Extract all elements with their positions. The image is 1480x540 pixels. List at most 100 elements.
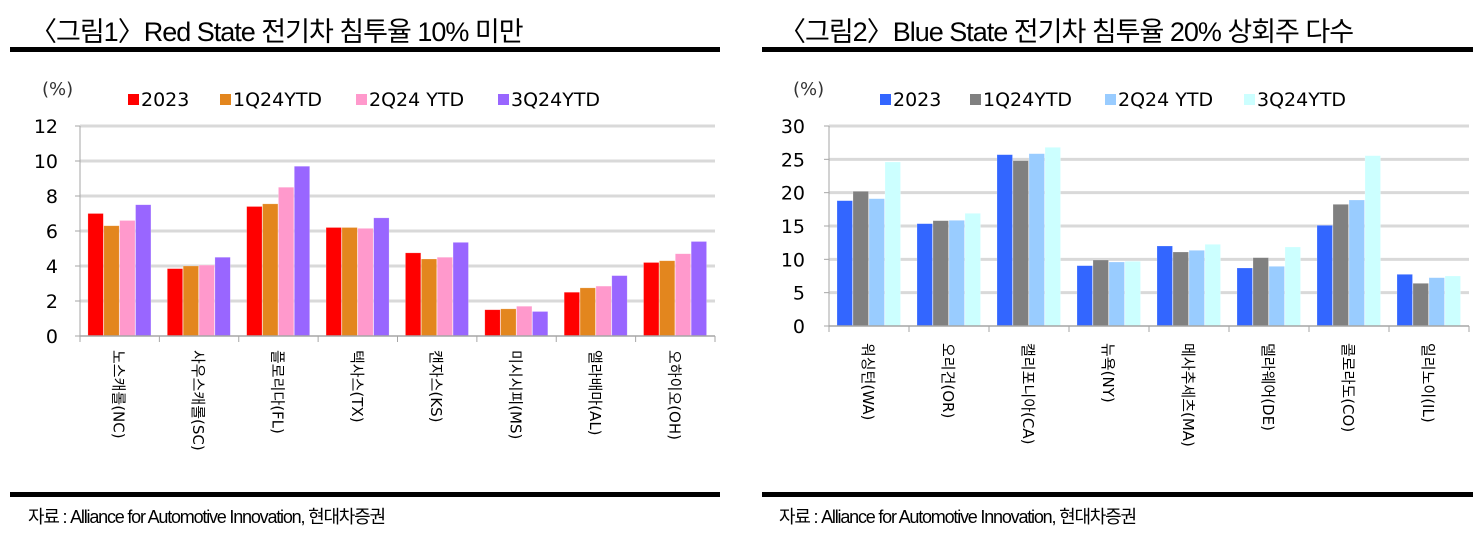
legend-item: 2Q24 YTD [1105,89,1213,111]
unit-label: (%) [793,79,824,100]
x-category-label: 텍사스(TX) [348,350,366,423]
bar [643,262,660,337]
x-category-label: 델라웨어(DE) [1259,343,1277,431]
y-tick-label: 4 [46,256,58,278]
bar [611,275,628,337]
figure-2-panel: 〈그림2〉Blue State 전기차 침투율 20% 상회주 다수 (%) 20… [757,0,1473,540]
bar [484,309,501,337]
bar [563,291,580,337]
bar [595,285,612,337]
bar [516,305,533,337]
y-tick-label: 10 [34,151,58,173]
bar [135,204,152,337]
x-category-label: 사우스캐롤(SC) [189,350,207,451]
x-category-label: 앨라배마(AL) [586,350,604,436]
unit-label: (%) [42,79,73,100]
bar [1156,245,1173,327]
bar [1444,275,1461,327]
bar [278,186,295,337]
bar [1284,246,1301,327]
bar [357,228,374,337]
legend-label: 1Q24YTD [233,89,322,111]
bar [198,264,215,337]
legend-label: 3Q24YTD [511,89,600,111]
x-category-label: 미시시피(MS) [507,350,525,439]
legend-label: 1Q24YTD [983,89,1072,111]
bar [452,242,469,337]
legend-item: 2Q24 YTD [356,89,464,111]
y-tick-label: 25 [781,149,805,171]
legend-item: 2023 [128,89,189,111]
y-tick-label: 6 [46,221,58,243]
legend-label: 2023 [893,89,941,111]
legend-swatch [128,94,139,105]
bar [579,287,596,337]
x-category-label: 오하이오(OH) [665,350,683,440]
bar [1172,251,1189,327]
bar [167,268,183,337]
bar [1092,259,1109,327]
legend-label: 2023 [141,89,189,111]
bar [1076,265,1093,327]
x-category-label: 콜로라도(CO) [1339,343,1357,432]
x-category-label: 메사추세츠(MA) [1179,343,1197,447]
bar [964,213,981,327]
source-divider [10,492,720,497]
bar [1012,160,1029,327]
bar [262,203,279,337]
x-category-label: 오리건(OR) [939,343,957,418]
x-category-label: 뉴욕(NY) [1099,343,1117,403]
bar [1332,204,1349,327]
bar [675,253,691,337]
bar [182,265,199,337]
bar [884,161,901,327]
bar [1204,244,1221,327]
y-tick-label: 10 [781,249,805,271]
bar [690,241,707,337]
bar [948,220,965,327]
legend-label: 2Q24 YTD [1118,89,1213,111]
legend-item: 3Q24YTD [498,89,600,111]
bar [852,191,869,327]
x-category-label: 캘리포니아(CA) [1019,343,1037,444]
figure-1-source: 자료 : Alliance for Automotive Innovation,… [28,507,386,527]
bar [1044,147,1061,327]
bar [1108,261,1125,327]
bar [1268,266,1285,327]
bar [373,217,390,337]
bar [1316,225,1333,327]
x-category-label: 노스캐롤(NC) [110,350,128,439]
x-category-label: 워싱턴(WA) [859,343,877,420]
legend-swatch [220,94,231,105]
y-tick-label: 30 [781,116,805,138]
legend-swatch [1244,94,1255,105]
bar [1396,274,1413,327]
figure-2-source: 자료 : Alliance for Automotive Innovation,… [779,507,1137,527]
y-tick-label: 0 [46,326,58,348]
x-category-label: 캔자스(KS) [427,350,445,422]
bar [1252,257,1269,327]
y-tick-label: 8 [46,186,58,208]
bar [1412,283,1429,327]
bar [1236,267,1253,327]
bar [916,223,933,327]
bar [436,256,453,337]
y-tick-label: 20 [781,183,805,205]
legend-item: 3Q24YTD [1244,89,1346,111]
bar [836,200,853,327]
bar [214,256,231,337]
bar [532,311,549,337]
bar [405,252,422,337]
source-divider [762,492,1473,497]
bar [325,227,342,337]
legend-swatch [970,94,981,105]
y-tick-label: 2 [46,291,58,313]
bar [1028,153,1045,327]
bar [421,258,437,337]
legend-item: 1Q24YTD [970,89,1072,111]
legend-item: 1Q24YTD [220,89,322,111]
figure-2-chart: (%) 2023 1Q24YTD 2Q24 YTD 3Q24YTD 0 5 10 15 20 25 3… [781,79,1470,447]
x-category-label: 플로리다(FL) [268,350,286,434]
title-divider [10,47,720,52]
y-tick-label: 0 [793,316,805,338]
